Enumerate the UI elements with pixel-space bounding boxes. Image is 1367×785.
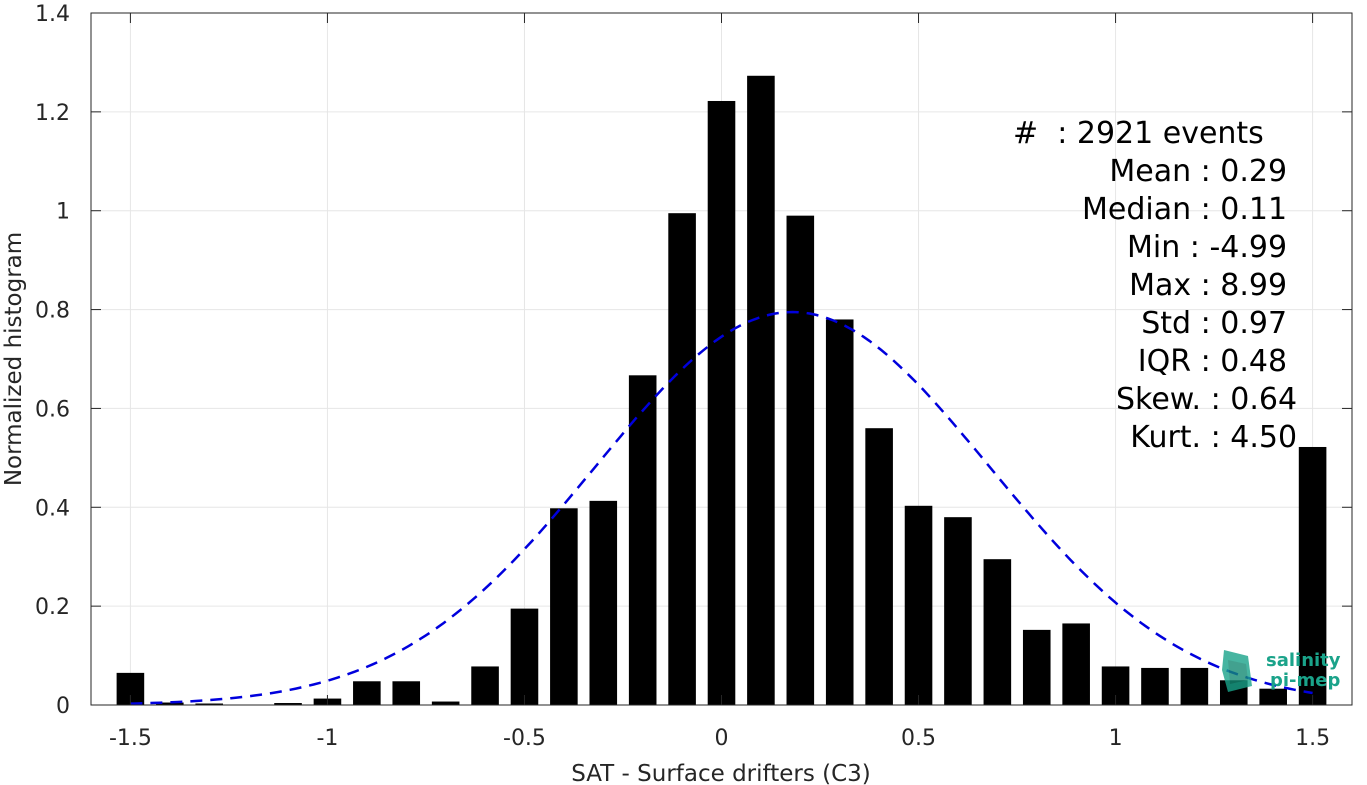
histogram-bar <box>431 701 460 705</box>
histogram-bar <box>825 319 854 705</box>
histogram-bar <box>1141 667 1169 705</box>
y-tick-label: 0.6 <box>35 397 70 422</box>
y-tick-label: 1 <box>56 200 70 225</box>
stat-iqr: IQR : 0.48 <box>1137 344 1288 379</box>
histogram-bar <box>392 681 421 705</box>
x-tick-label: -1.5 <box>109 726 152 751</box>
histogram-bar <box>944 517 972 705</box>
stat-mean: Mean : 0.29 <box>1109 154 1288 189</box>
y-axis-label: Normalized histogram <box>1 232 27 486</box>
histogram-bar <box>589 500 618 705</box>
x-axis-label: SAT - Surface drifters (C3) <box>571 761 871 785</box>
logo-line1: salinity <box>1266 650 1341 671</box>
histogram-bar <box>1062 623 1090 705</box>
histogram-bar <box>628 375 657 705</box>
histogram-bar <box>904 505 933 705</box>
statistics-box: # : 2921 events Mean : 0.29 Median : 0.1… <box>1000 116 1297 466</box>
histogram-bar <box>865 428 893 705</box>
x-tick-label: -1 <box>316 726 338 751</box>
histogram-bars <box>116 75 1327 706</box>
histogram-bar <box>195 703 224 705</box>
histogram-bar <box>747 75 775 705</box>
logo-mark-icon <box>1222 650 1252 692</box>
stat-min: Min : -4.99 <box>1127 230 1288 265</box>
stat-median: Median : 0.11 <box>1081 192 1288 227</box>
histogram-bar <box>983 559 1012 705</box>
histogram-bar <box>510 608 539 705</box>
logo-line2: pi-mep <box>1270 670 1340 691</box>
stat-skew: Skew. : 0.64 <box>1115 382 1298 417</box>
histogram-bar <box>707 100 736 706</box>
stat-kurt: Kurt. : 4.50 <box>1130 420 1298 455</box>
histogram-bar <box>668 213 696 705</box>
histogram-bar <box>471 666 499 705</box>
x-tick-label: 1 <box>1109 726 1123 751</box>
histogram-bar <box>1298 446 1327 705</box>
stat-count: # : 2921 events <box>1013 116 1264 151</box>
histogram-bar <box>786 215 815 705</box>
stat-max: Max : 8.99 <box>1129 268 1288 303</box>
histogram-bar <box>1180 667 1209 705</box>
y-tick-label: 0.2 <box>35 595 70 620</box>
histogram-bar <box>1259 688 1287 705</box>
x-tick-label: 0 <box>715 726 729 751</box>
histogram-bar <box>274 703 302 705</box>
y-tick-label: 0.8 <box>35 299 70 324</box>
stat-std: Std : 0.97 <box>1141 306 1288 341</box>
histogram-bar <box>353 681 381 705</box>
gaussian-fit-curve <box>130 310 1313 705</box>
x-tick-label: 1.5 <box>1295 726 1330 751</box>
x-tick-label: -0.5 <box>503 726 546 751</box>
y-tick-label: 1.2 <box>35 101 70 126</box>
histogram-bar <box>550 508 578 705</box>
x-tick-label: 0.5 <box>901 726 936 751</box>
y-tick-label: 0 <box>56 694 70 719</box>
histogram-bar <box>1022 629 1051 705</box>
histogram-bar <box>156 702 184 705</box>
y-tick-label: 1.4 <box>35 2 70 27</box>
axis-ticks: -1.5 -1 -0.5 0 0.5 1 1.5 0 0.2 0.4 0.6 0.8 1 1.2 1.4 <box>35 2 1352 751</box>
y-tick-label: 0.4 <box>35 496 70 521</box>
salinity-pimep-logo: salinity pi-mep <box>1222 650 1341 692</box>
